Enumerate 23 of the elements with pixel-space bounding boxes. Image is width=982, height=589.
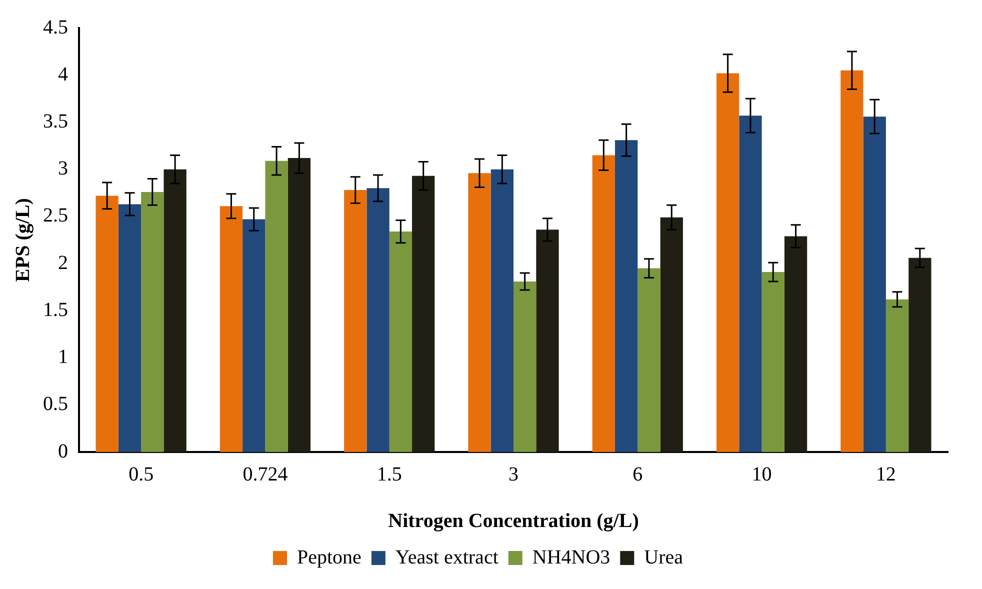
x-tick-label: 0.5 xyxy=(128,463,154,486)
x-tick-label: 6 xyxy=(632,463,643,486)
x-tick-label: 0.724 xyxy=(242,463,288,486)
y-axis-title: EPS (g/L) xyxy=(12,198,34,282)
x-tick-label: 10 xyxy=(752,463,772,486)
y-tick-label: 1 xyxy=(58,346,68,368)
x-tick-label: 12 xyxy=(876,463,896,486)
legend-label: Urea xyxy=(644,546,684,568)
x-axis-title: Nitrogen Concentration (g/L) xyxy=(388,510,639,532)
y-tick-label: 4 xyxy=(58,63,68,86)
legend-label: NH4NO3 xyxy=(532,546,610,568)
y-tick-label: 4.5 xyxy=(43,16,68,38)
y-tick-label: 3.5 xyxy=(43,110,68,132)
x-tick-label: 3 xyxy=(508,463,518,486)
y-tick-label: 3 xyxy=(58,158,68,180)
y-tick-label: 1.5 xyxy=(43,298,68,321)
y-tick-label: 2.5 xyxy=(43,204,68,227)
legend-label: Peptone xyxy=(297,546,362,568)
y-tick-label: 0 xyxy=(58,440,68,462)
y-tick-label: 0.5 xyxy=(43,393,68,416)
x-tick-label: 1.5 xyxy=(376,463,402,486)
y-tick-label: 2 xyxy=(58,252,68,274)
legend-label: Yeast extract xyxy=(395,546,499,568)
